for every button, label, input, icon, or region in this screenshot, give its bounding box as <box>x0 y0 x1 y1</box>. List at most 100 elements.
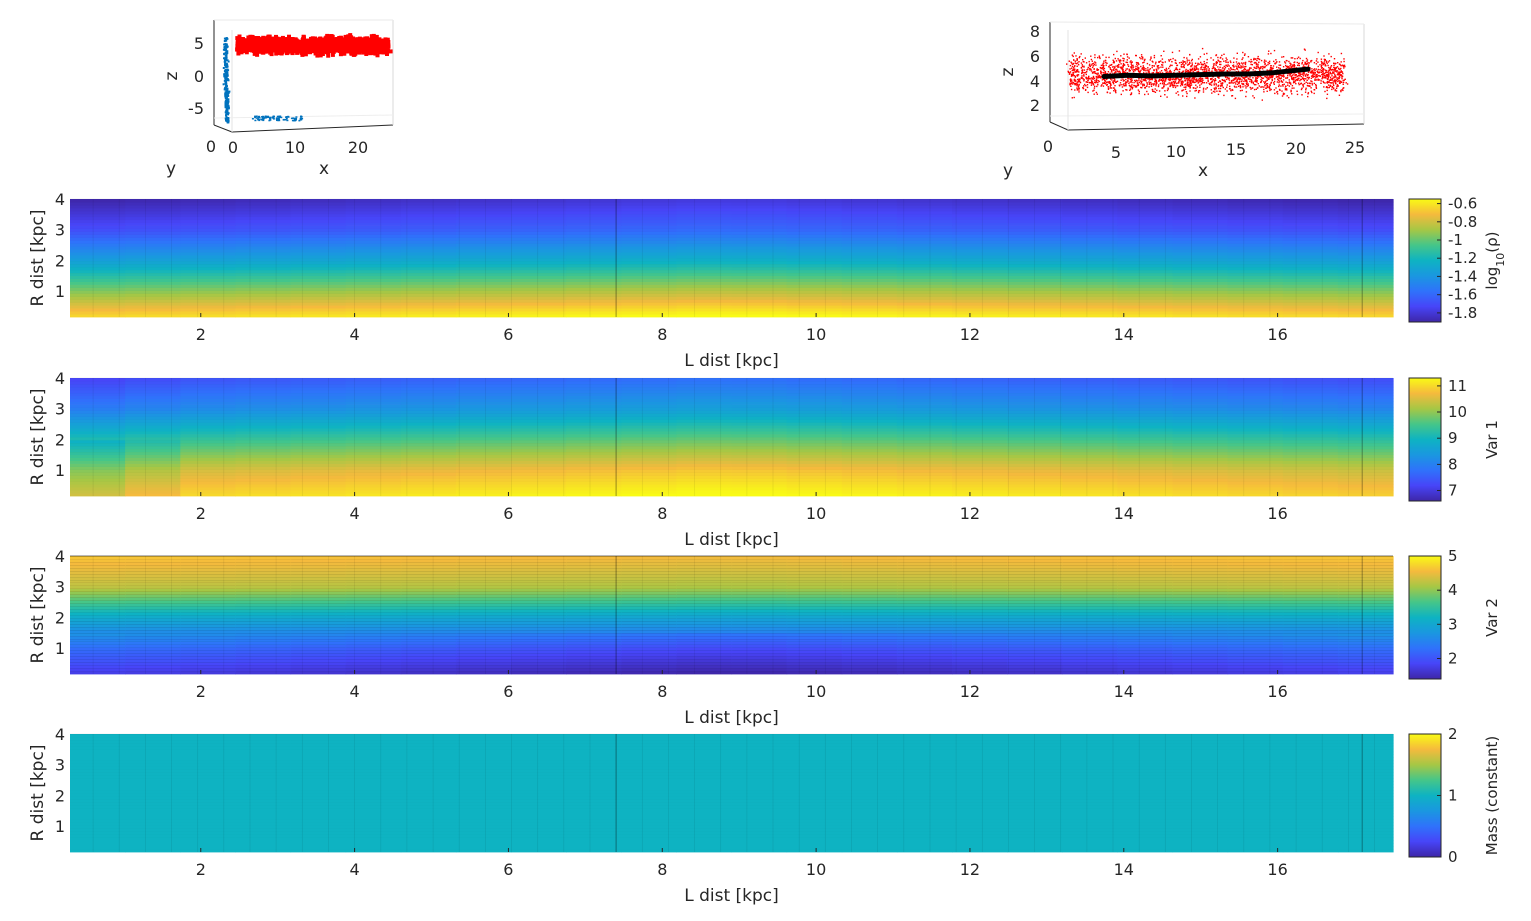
scatter-point-red <box>1301 73 1304 75</box>
scatter-point-red <box>1241 89 1243 92</box>
scatter-point-red <box>1340 65 1342 67</box>
scatter-point-red <box>1334 68 1336 70</box>
scatter-point-red <box>315 53 320 58</box>
scatter3d-right-zlabel: z <box>998 67 1018 76</box>
heatmap-cell <box>455 260 512 265</box>
scatter-point-red <box>1246 85 1248 88</box>
scatter-point-red <box>1259 67 1261 69</box>
scatter-point-red <box>1117 58 1119 60</box>
heatmap-cell <box>1117 293 1174 297</box>
scatter-point-red <box>1075 55 1077 57</box>
scatter-point-red <box>1185 91 1188 93</box>
scatter-point-red <box>1327 84 1330 86</box>
scatter-point-red <box>1092 84 1095 86</box>
heatmap-cell <box>511 252 567 256</box>
heatmap-cell <box>1282 258 1339 262</box>
scatter-point-red <box>1119 82 1122 84</box>
scatter-point-red <box>1334 81 1336 83</box>
scatter-point-red <box>1326 93 1329 95</box>
scatter-point-red <box>1186 84 1188 87</box>
scatter-point-red <box>1312 76 1314 78</box>
scatter-point-red <box>1187 71 1189 73</box>
scatter-point-blue <box>286 119 289 122</box>
scatter-point-red <box>1090 55 1092 57</box>
scatter-point-red <box>1164 69 1166 71</box>
heatmap-cell <box>400 311 457 315</box>
scatter-point-red <box>1213 79 1216 82</box>
scatter-point-red <box>1245 70 1248 72</box>
scatter-point-red <box>1114 85 1116 87</box>
scatter-point-red <box>1181 80 1184 82</box>
scatter-point-red <box>1162 77 1164 79</box>
scatter-point-red <box>1320 80 1322 82</box>
scatter-point-red <box>1203 67 1206 69</box>
scatter-point-blue <box>226 74 229 77</box>
scatter-point-red <box>1315 76 1317 79</box>
heatmap-cell <box>455 272 512 277</box>
scatter-point-blue <box>283 119 286 121</box>
scatter-point-red <box>1169 82 1171 84</box>
heatmap-cell <box>345 302 402 306</box>
heatmap-cell <box>621 314 677 318</box>
scatter-point-red <box>1102 85 1105 87</box>
heatmap-cell <box>125 290 181 294</box>
scatter-point-red <box>1282 93 1285 96</box>
heatmap-cell <box>235 278 292 282</box>
scatter-point-red <box>1277 76 1279 78</box>
heatmap-cell <box>180 243 236 247</box>
scatter-point-red <box>1179 85 1182 87</box>
heatmap-cell <box>1282 263 1339 268</box>
scatter-point-red <box>1343 67 1345 69</box>
scatter-point-red <box>290 37 295 41</box>
scatter-point-red <box>1074 71 1077 73</box>
scatter-point-red <box>1099 57 1101 60</box>
scatter-point-red <box>1082 87 1085 90</box>
scatter-point-red <box>1118 59 1120 61</box>
heatmap-cell <box>1117 246 1174 250</box>
heatmap-cell <box>952 258 1008 262</box>
scatter-point-red <box>377 37 382 42</box>
scatter-point-red <box>1319 64 1321 66</box>
scatter-point-red <box>1305 73 1308 75</box>
scatter-point-blue <box>224 83 227 85</box>
scatter-point-red <box>335 38 340 43</box>
heatmap-cell <box>180 269 236 274</box>
heatmap-cell <box>400 290 457 294</box>
scatter-point-red <box>1219 63 1221 66</box>
scatter-point-red <box>322 42 327 47</box>
scatter-point-red <box>1333 62 1335 65</box>
heatmap-cell <box>290 269 347 274</box>
heatmap-cell <box>786 249 843 253</box>
scatter-point-red <box>1320 65 1322 68</box>
scatter-point-red <box>1219 90 1221 93</box>
scatter-point-red <box>1198 77 1200 80</box>
scatter-point-red <box>1204 62 1206 65</box>
scatter-point-blue <box>272 118 275 120</box>
heatmap-cell <box>952 284 1008 288</box>
scatter-point-red <box>1206 62 1208 64</box>
scatter-point-red <box>1090 84 1093 86</box>
scatter-point-red <box>1130 85 1132 87</box>
scatter-point-blue <box>226 59 229 62</box>
scatter-point-red <box>1200 78 1202 81</box>
scatter-point-red <box>1220 70 1223 73</box>
scatter-point-red <box>1321 63 1323 65</box>
heatmap-cell <box>345 287 402 291</box>
scatter-point-red <box>1143 72 1145 74</box>
scatter-point-red <box>1121 67 1124 69</box>
scatter-point-red <box>1317 68 1319 71</box>
heatmap-cell <box>345 311 402 315</box>
scatter-point-red <box>1193 69 1196 72</box>
heatmap-cell <box>1227 255 1284 259</box>
scatter-point-red <box>1264 65 1266 68</box>
scatter-point-red <box>1234 78 1237 80</box>
scatter-point-red <box>1100 64 1103 67</box>
heatmap-cell <box>841 296 898 300</box>
scatter-point-red <box>1187 64 1189 66</box>
scatter-point-red <box>1176 68 1178 71</box>
scatter-point-red <box>1292 67 1294 69</box>
scatter-point-red <box>1175 79 1177 81</box>
heatmap-cell <box>952 296 1008 300</box>
scatter-point-red <box>336 46 341 51</box>
scatter-point-red <box>1255 84 1257 86</box>
